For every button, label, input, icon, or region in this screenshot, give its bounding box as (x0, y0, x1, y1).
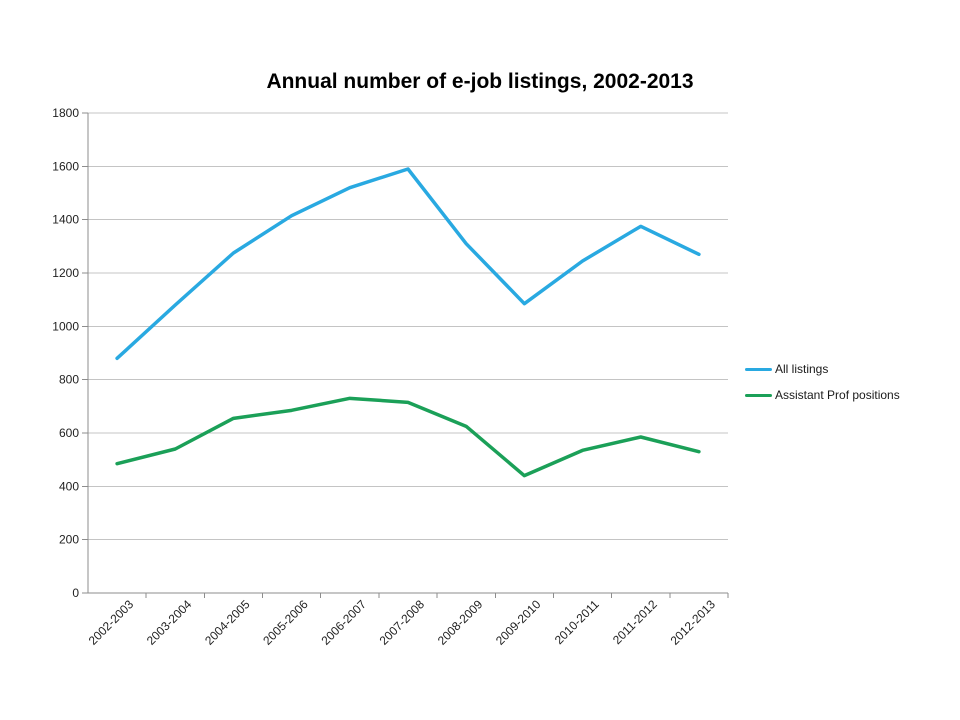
y-axis-label: 200 (59, 533, 79, 547)
chart-title: Annual number of e-job listings, 2002-20… (266, 70, 694, 93)
y-axis-label: 800 (59, 373, 79, 387)
y-axis-label: 1600 (52, 159, 79, 173)
legend: All listings Assistant Prof positions (745, 356, 900, 408)
x-axis-label: 2005-2006 (260, 597, 311, 648)
y-axis-label: 400 (59, 479, 79, 493)
legend-line-swatch-all-listings (745, 367, 772, 371)
y-axis-label: 1000 (52, 319, 79, 333)
x-axis-label: 2009-2010 (493, 597, 544, 648)
y-axis-label: 1400 (52, 213, 79, 227)
x-axis-label: 2007-2008 (377, 597, 428, 648)
y-axis-label: 0 (72, 586, 79, 600)
series-line-assistant-prof-positions (115, 396, 701, 478)
x-axis-label: 2004-2005 (202, 597, 253, 648)
y-axis-label: 1800 (52, 106, 79, 120)
y-axis-label: 600 (59, 426, 79, 440)
x-axis-label: 2012-2013 (668, 597, 719, 648)
x-axis-label: 2010-2011 (552, 597, 602, 647)
series-line-all-listings (115, 167, 701, 361)
y-axis-label: 1200 (52, 266, 79, 280)
x-axis-label: 2002-2003 (86, 597, 137, 648)
legend-line-swatch-assistant-prof (745, 393, 772, 397)
x-axis-label: 2008-2009 (435, 597, 486, 648)
x-axis-label: 2006-2007 (318, 597, 369, 648)
legend-label-assistant-prof: Assistant Prof positions (775, 388, 900, 402)
legend-entry-assistant-prof: Assistant Prof positions (745, 382, 900, 408)
x-axis-label: 2011-2012 (610, 597, 660, 647)
x-axis-label: 2003-2004 (144, 597, 195, 648)
legend-label-all-listings: All listings (775, 362, 829, 376)
legend-entry-all-listings: All listings (745, 356, 900, 382)
